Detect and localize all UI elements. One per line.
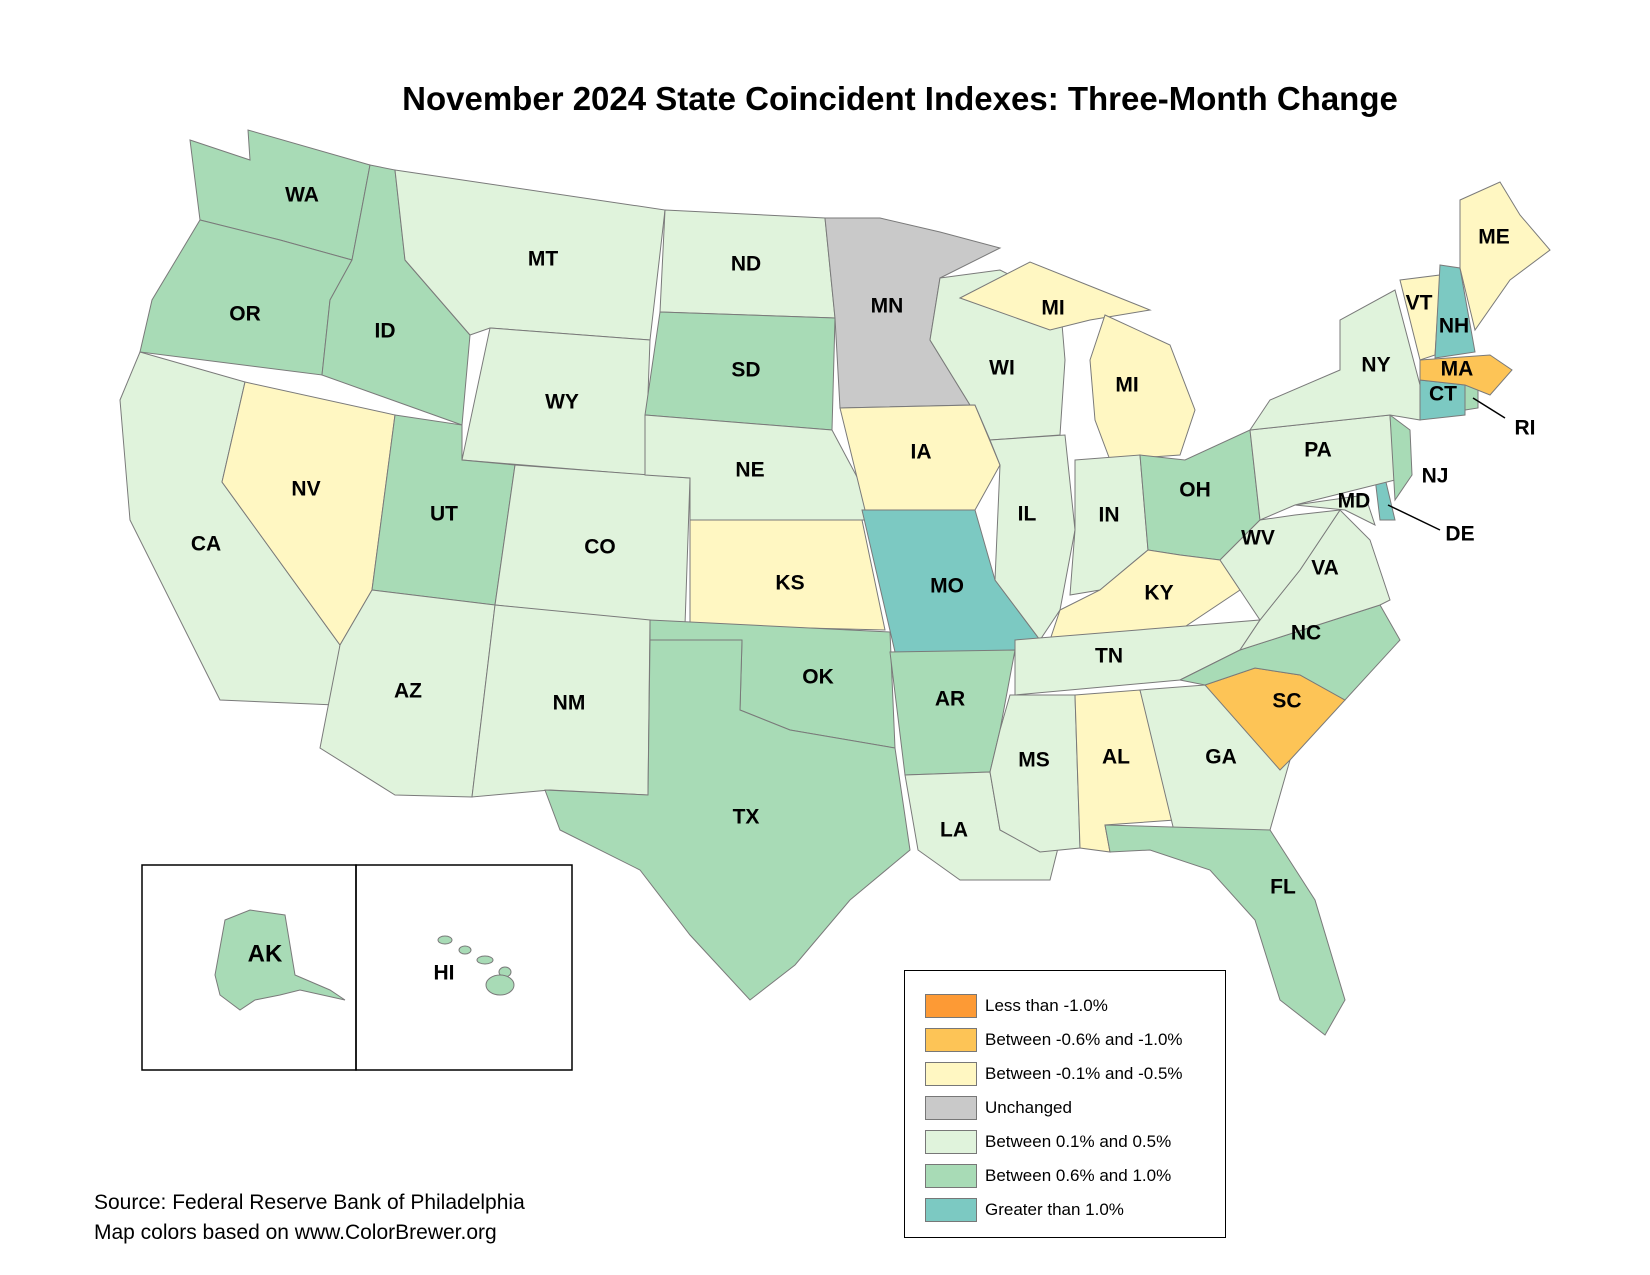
label-SC: SC <box>1272 690 1301 713</box>
legend-swatch <box>925 1028 977 1052</box>
label-SD: SD <box>731 359 760 382</box>
label-ID: ID <box>375 320 396 343</box>
legend-label: Between 0.6% and 1.0% <box>985 1166 1172 1185</box>
ri-leader-line <box>1472 397 1506 419</box>
state-MS <box>989 694 1081 853</box>
source-note: Source: Federal Reserve Bank of Philadel… <box>94 1188 525 1248</box>
label-MD: MD <box>1338 490 1371 513</box>
label-NH: NH <box>1439 315 1469 338</box>
label-ME: ME <box>1478 226 1510 249</box>
legend-label: Between 0.1% and 0.5% <box>985 1132 1172 1151</box>
state-MI <box>1089 314 1196 461</box>
legend: Less than -1.0% Between -0.6% and -1.0% Be… <box>904 970 1226 1238</box>
label-IL: IL <box>1018 503 1037 526</box>
label-CA: CA <box>191 533 221 556</box>
state-IL <box>989 434 1076 641</box>
label-NM: NM <box>553 692 586 715</box>
legend-swatch <box>925 1130 977 1154</box>
label-MI: MI <box>1115 374 1138 397</box>
legend-label: Less than -1.0% <box>985 996 1108 1015</box>
legend-swatch <box>925 1096 977 1120</box>
legend-swatch <box>925 994 977 1018</box>
label-TX: TX <box>733 806 760 829</box>
state-ME <box>1459 181 1551 332</box>
label-VT: VT <box>1406 292 1433 315</box>
label-UT: UT <box>430 503 458 526</box>
label-FL: FL <box>1270 876 1296 899</box>
state-MD <box>1294 494 1376 526</box>
label-AR: AR <box>935 688 965 711</box>
state-FL <box>1104 824 1346 1036</box>
label-WI: WI <box>989 357 1015 380</box>
label-WV: WV <box>1241 527 1275 550</box>
label-OR: OR <box>229 303 261 326</box>
legend-item: Unchanged <box>925 1091 1225 1125</box>
label-WY: WY <box>545 391 579 414</box>
label-MI-upper: MI <box>1041 297 1064 320</box>
label-OH: OH <box>1179 479 1211 502</box>
colorbrewer-line: Map colors based on www.ColorBrewer.org <box>94 1221 497 1244</box>
state-AK <box>214 909 346 1011</box>
label-WA: WA <box>285 184 319 207</box>
legend-swatch <box>925 1164 977 1188</box>
label-MS: MS <box>1018 749 1050 772</box>
label-CT: CT <box>1429 383 1457 406</box>
label-NY: NY <box>1361 354 1390 377</box>
label-RI: RI <box>1515 417 1536 440</box>
label-NJ: NJ <box>1422 465 1449 488</box>
label-AK: AK <box>248 940 283 967</box>
label-MA: MA <box>1441 358 1474 381</box>
label-DE: DE <box>1445 523 1474 546</box>
state-NH <box>1434 264 1476 359</box>
legend-item: Greater than 1.0% <box>925 1193 1225 1227</box>
hawaii-inset-frame <box>355 864 573 1071</box>
label-CO: CO <box>584 536 616 559</box>
legend-item: Between 0.6% and 1.0% <box>925 1159 1225 1193</box>
label-HI: HI <box>434 962 455 985</box>
source-line: Source: Federal Reserve Bank of Philadel… <box>94 1191 525 1214</box>
legend-item: Between 0.1% and 0.5% <box>925 1125 1225 1159</box>
state-NY <box>1248 289 1421 431</box>
label-NE: NE <box>735 459 764 482</box>
legend-item: Between -0.6% and -1.0% <box>925 1023 1225 1057</box>
label-KS: KS <box>775 572 804 595</box>
label-PA: PA <box>1304 439 1332 462</box>
label-MO: MO <box>930 575 964 598</box>
label-GA: GA <box>1205 746 1237 769</box>
de-leader-line <box>1387 504 1441 531</box>
label-IN: IN <box>1099 504 1120 527</box>
label-KY: KY <box>1144 582 1173 605</box>
label-AL: AL <box>1102 746 1130 769</box>
legend-label: Unchanged <box>985 1098 1072 1117</box>
legend-label: Between -0.1% and -0.5% <box>985 1064 1183 1083</box>
label-AZ: AZ <box>394 680 422 703</box>
legend-label: Greater than 1.0% <box>985 1200 1124 1219</box>
state-MI-upper <box>958 261 1152 331</box>
legend-item: Between -0.1% and -0.5% <box>925 1057 1225 1091</box>
label-TN: TN <box>1095 645 1123 668</box>
label-ND: ND <box>731 253 761 276</box>
label-NC: NC <box>1291 622 1321 645</box>
label-MN: MN <box>871 295 904 318</box>
legend-label: Between -0.6% and -1.0% <box>985 1030 1183 1049</box>
state-IA <box>839 404 1001 511</box>
map-title: November 2024 State Coincident Indexes: … <box>402 80 1398 117</box>
state-TX <box>544 639 911 1001</box>
legend-swatch <box>925 1062 977 1086</box>
state-WV <box>1219 509 1342 621</box>
label-OK: OK <box>802 666 834 689</box>
state-MA <box>1419 354 1513 396</box>
label-NV: NV <box>291 478 320 501</box>
legend-item: Less than -1.0% <box>925 989 1225 1023</box>
state-HI <box>437 935 515 996</box>
label-LA: LA <box>940 819 968 842</box>
label-MT: MT <box>528 248 558 271</box>
state-GA <box>1139 684 1291 836</box>
state-KS <box>689 519 886 631</box>
legend-swatch <box>925 1198 977 1222</box>
label-VA: VA <box>1311 557 1339 580</box>
label-IA: IA <box>911 441 932 464</box>
state-NJ <box>1389 413 1413 502</box>
